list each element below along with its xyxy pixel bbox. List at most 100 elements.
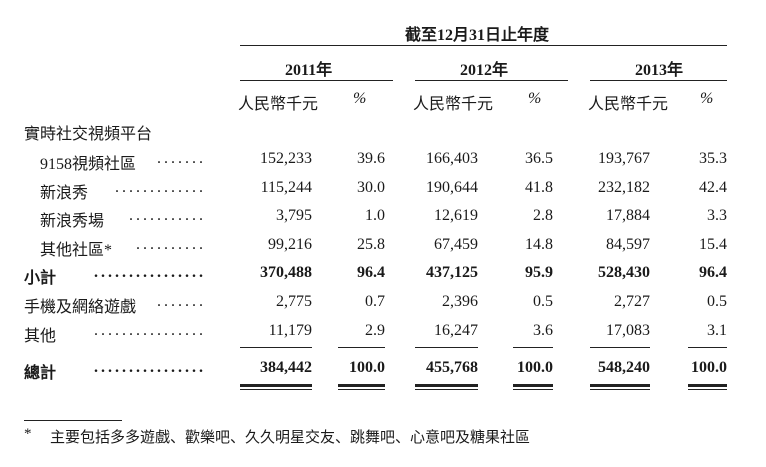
- sum-rule: [590, 347, 650, 348]
- percent-cell: 96.4: [699, 264, 727, 281]
- row-label: 9158視頻社區: [40, 156, 137, 173]
- table-row: 小計................ 370,488 96.4 437,125 95.9…: [0, 264, 766, 287]
- percent-cell: 3.6: [533, 322, 553, 339]
- percent-cell: 100.0: [349, 359, 385, 376]
- footnote-marker: *: [24, 426, 32, 442]
- percent-cell: 100.0: [517, 359, 553, 376]
- row-label: 其他社區*: [40, 242, 113, 259]
- row-label: 小計: [24, 270, 57, 287]
- year-2011: 2011年: [285, 62, 333, 79]
- total-double-rule: [415, 384, 478, 390]
- year-rule: [415, 80, 568, 81]
- sum-rule: [513, 347, 553, 348]
- leader-dots: ................: [94, 359, 206, 376]
- amount-cell: 2,396: [442, 293, 478, 310]
- percent-cell: 35.3: [699, 150, 727, 167]
- total-double-rule: [338, 384, 385, 390]
- year-rule: [240, 80, 393, 81]
- percent-cell: 3.3: [707, 207, 727, 224]
- percent-cell: 36.5: [525, 150, 553, 167]
- total-double-rule: [240, 384, 312, 390]
- amount-cell: 12,619: [434, 207, 478, 224]
- footnote-text: 主要包括多多遊戲、歡樂吧、久久明星交友、跳舞吧、心意吧及糖果社區: [50, 430, 531, 446]
- percent-cell: 0.5: [533, 293, 553, 310]
- amount-cell: 370,488: [260, 264, 312, 281]
- section-title: 實時社交視頻平台: [24, 126, 153, 143]
- percent-cell: 41.8: [525, 179, 553, 196]
- amount-cell: 166,403: [426, 150, 478, 167]
- table-row: 新浪秀場........... 3,795 1.0 12,619 2.8 17,884 3.…: [0, 207, 766, 230]
- amount-cell: 152,233: [260, 150, 312, 167]
- percent-cell: 0.7: [365, 293, 385, 310]
- amount-cell: 190,644: [426, 179, 478, 196]
- row-label: 總計: [24, 365, 57, 382]
- year-2012: 2012年: [460, 62, 509, 79]
- leader-dots: ................: [94, 264, 206, 281]
- table-row: 其他社區*.......... 99,216 25.8 67,459 14.8 84,59…: [0, 236, 766, 259]
- unit-header: 人民幣千元: [413, 96, 494, 113]
- leader-dots: ...........: [129, 207, 206, 224]
- table-row: 手機及網絡遊戲....... 2,775 0.7 2,396 0.5 2,727 0.5: [0, 293, 766, 316]
- year-2013: 2013年: [635, 62, 684, 79]
- amount-cell: 11,179: [268, 322, 312, 339]
- amount-cell: 548,240: [598, 359, 650, 376]
- pct-header: %: [353, 90, 367, 107]
- amount-cell: 437,125: [426, 264, 478, 281]
- amount-cell: 16,247: [434, 322, 478, 339]
- leader-dots: ..........: [136, 236, 206, 253]
- leader-dots: .......: [157, 150, 206, 167]
- percent-cell: 25.8: [357, 236, 385, 253]
- percent-cell: 15.4: [699, 236, 727, 253]
- pct-header: %: [528, 90, 542, 107]
- leader-dots: .............: [115, 179, 206, 196]
- header-rule: [240, 45, 727, 46]
- sum-rule: [688, 347, 727, 348]
- sum-rule: [338, 347, 385, 348]
- amount-cell: 528,430: [598, 264, 650, 281]
- table-row: 總計................ 384,442 100.0 455,768 100…: [0, 359, 766, 382]
- amount-cell: 193,767: [598, 150, 650, 167]
- amount-cell: 115,244: [260, 179, 312, 196]
- percent-cell: 1.0: [365, 207, 385, 224]
- row-label: 新浪秀場: [40, 213, 105, 230]
- amount-cell: 455,768: [426, 359, 478, 376]
- percent-cell: 3.1: [707, 322, 727, 339]
- total-double-rule: [590, 384, 650, 390]
- percent-cell: 42.4: [699, 179, 727, 196]
- leader-dots: .......: [157, 293, 206, 310]
- sum-rule: [415, 347, 478, 348]
- total-double-rule: [688, 384, 727, 390]
- percent-cell: 0.5: [707, 293, 727, 310]
- row-label: 新浪秀: [40, 185, 89, 202]
- percent-cell: 100.0: [691, 359, 727, 376]
- amount-cell: 17,884: [606, 207, 650, 224]
- amount-cell: 67,459: [434, 236, 478, 253]
- percent-cell: 96.4: [357, 264, 385, 281]
- unit-header: 人民幣千元: [588, 96, 669, 113]
- amount-cell: 17,083: [606, 322, 650, 339]
- footnote-rule: [24, 420, 122, 421]
- table-row: 新浪秀............. 115,244 30.0 190,644 41.8 23…: [0, 179, 766, 202]
- percent-cell: 2.9: [365, 322, 385, 339]
- sum-rule: [240, 347, 312, 348]
- amount-cell: 232,182: [598, 179, 650, 196]
- pct-header: %: [700, 90, 714, 107]
- table-row: 9158視頻社區....... 152,233 39.6 166,403 36.5 193…: [0, 150, 766, 173]
- percent-cell: 30.0: [357, 179, 385, 196]
- period-title: 截至12月31日止年度: [405, 27, 550, 44]
- percent-cell: 95.9: [525, 264, 553, 281]
- amount-cell: 384,442: [260, 359, 312, 376]
- leader-dots: ................: [94, 322, 206, 339]
- unit-header: 人民幣千元: [238, 96, 319, 113]
- total-double-rule: [513, 384, 553, 390]
- percent-cell: 14.8: [525, 236, 553, 253]
- amount-cell: 99,216: [268, 236, 312, 253]
- amount-cell: 2,727: [614, 293, 650, 310]
- row-label: 手機及網絡遊戲: [24, 299, 137, 316]
- year-rule: [590, 80, 727, 81]
- table-row: 其他................ 11,179 2.9 16,247 3.6 17,0…: [0, 322, 766, 345]
- percent-cell: 2.8: [533, 207, 553, 224]
- percent-cell: 39.6: [357, 150, 385, 167]
- amount-cell: 2,775: [276, 293, 312, 310]
- amount-cell: 84,597: [606, 236, 650, 253]
